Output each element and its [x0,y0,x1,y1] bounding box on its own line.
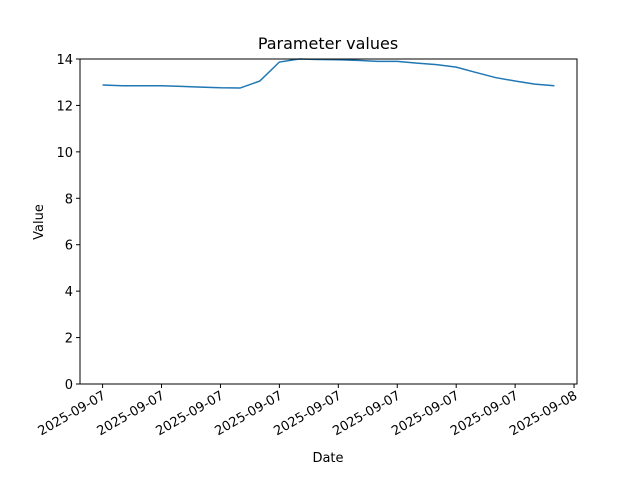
y-tick-label: 14 [56,53,73,68]
y-tick-label: 8 [65,192,73,207]
x-tick-label: 2025-09-08 [507,388,580,439]
y-axis-label: Value [32,204,47,240]
y-tick-label: 10 [56,146,73,161]
y-tick-label: 4 [65,285,73,300]
x-axis-label: Date [312,451,343,466]
y-tick-label: 0 [65,378,73,393]
chart-title: Parameter values [258,34,398,53]
y-tick-label: 6 [65,239,73,254]
line [102,58,555,89]
y-tick-label: 12 [56,99,73,114]
plot-frame [79,58,578,385]
y-tick-label: 2 [65,332,73,347]
